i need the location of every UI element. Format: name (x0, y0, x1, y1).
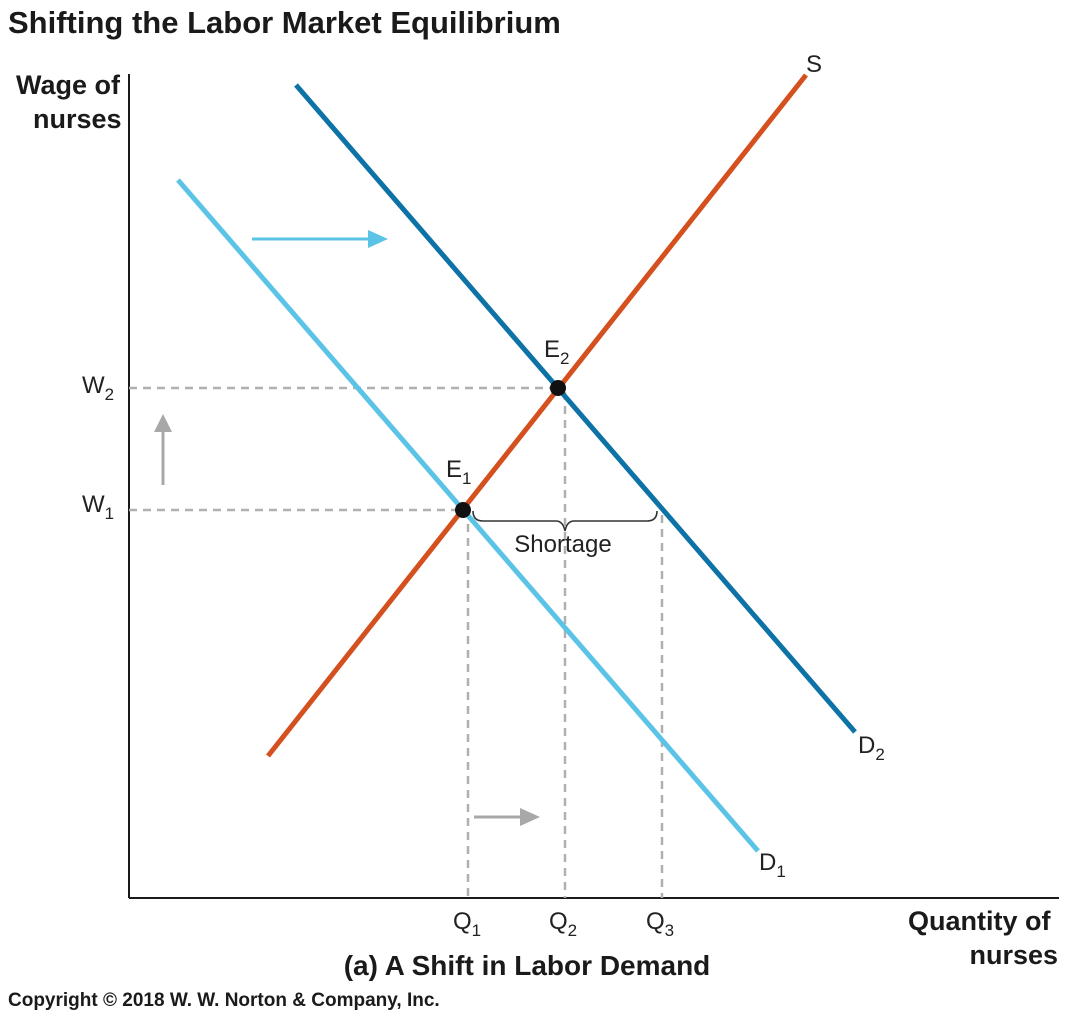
q1-label: Q1 (453, 908, 481, 940)
demand-curve-d2 (294, 83, 857, 734)
demand-shift-arrow (252, 230, 388, 248)
y-axis-title-line2: nurses (33, 104, 122, 134)
y-axis-title-line1: Wage of (16, 70, 121, 100)
w1-label: W1 (82, 491, 114, 523)
wage-increase-arrow (154, 414, 172, 485)
diagram-title: Shifting the Labor Market Equilibrium (8, 5, 561, 40)
demand-curve-d1-label: D1 (759, 849, 786, 881)
w2-label: W2 (82, 372, 114, 404)
equilibrium-point-e1 (455, 502, 471, 518)
q2-label: Q2 (549, 908, 577, 940)
e1-label: E1 (446, 456, 471, 488)
shortage-label: Shortage (514, 531, 611, 558)
q3-label: Q3 (646, 908, 674, 940)
supply-curve-label: S (806, 51, 822, 78)
y-axis-title: Wage of nurses (16, 70, 128, 134)
e2-label: E2 (544, 336, 569, 368)
demand-curve-d2-label: D2 (858, 732, 885, 764)
figure-caption: (a) A Shift in Labor Demand (344, 950, 711, 981)
x-axis-title-line2: nurses (969, 940, 1058, 970)
copyright-notice: Copyright © 2018 W. W. Norton & Company,… (8, 990, 440, 1011)
supply-curve (266, 73, 808, 758)
guide-lines (129, 386, 664, 898)
x-axis-title: Quantity of nurses (908, 906, 1058, 970)
quantity-increase-arrow (474, 808, 540, 826)
equilibrium-point-e2 (550, 380, 566, 396)
shortage-brace (472, 510, 658, 532)
x-axis-title-line1: Quantity of (908, 906, 1051, 936)
